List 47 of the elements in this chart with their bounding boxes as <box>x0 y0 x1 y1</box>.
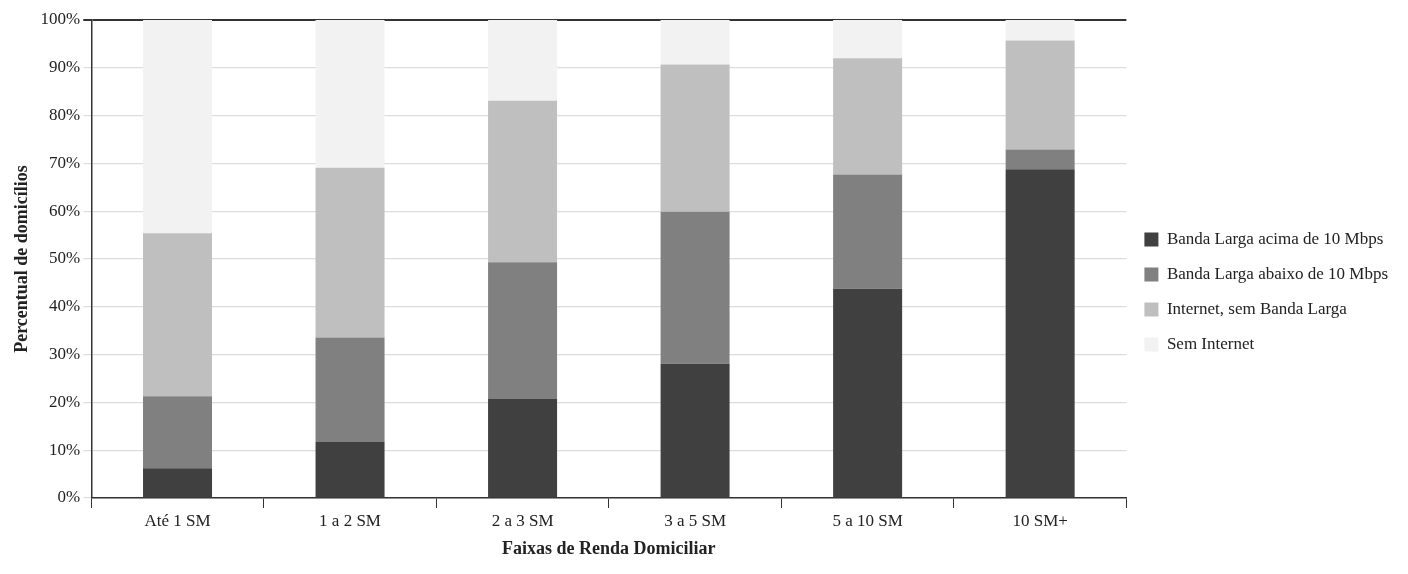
bar <box>1005 20 1075 41</box>
bar <box>488 20 558 101</box>
legend-label: Banda Larga abaixo de 10 Mbps <box>1166 263 1389 283</box>
x-axis-title: Faixas de Renda Domiciliar <box>502 537 716 558</box>
bar <box>1005 149 1075 170</box>
bar <box>488 100 558 263</box>
x-tick-label: 1 a 2 SM <box>319 510 381 530</box>
y-tick-label: 100% <box>40 9 81 29</box>
y-axis-title: Percentual de domicílios <box>11 165 32 353</box>
legend-label: Internet, sem Banda Larga <box>1166 298 1348 318</box>
x-tick-label: Até 1 SM <box>144 510 211 530</box>
y-tick-label: 60% <box>49 200 81 220</box>
bar <box>315 20 385 168</box>
legend-label: Banda Larga acima de 10 Mbps <box>1166 228 1384 248</box>
bar <box>488 399 558 498</box>
bar <box>143 468 213 498</box>
bar <box>660 363 730 498</box>
bar <box>1005 169 1075 498</box>
x-tick-label: 5 a 10 SM <box>832 510 903 530</box>
bar <box>833 58 903 175</box>
y-tick-label: 90% <box>49 57 81 77</box>
y-tick-label: 30% <box>49 344 81 364</box>
bar <box>315 441 385 498</box>
bar <box>660 20 730 65</box>
bar <box>143 396 213 469</box>
y-tick-label: 50% <box>49 248 81 268</box>
bar <box>833 20 903 59</box>
bar <box>660 211 730 364</box>
bar <box>660 64 730 212</box>
bar <box>1005 40 1075 150</box>
y-tick-label: 70% <box>49 152 81 172</box>
bar <box>143 20 213 234</box>
y-tick-label: 20% <box>49 391 81 411</box>
bar <box>315 167 385 338</box>
y-tick-label: 40% <box>49 296 81 316</box>
x-tick-label: 2 a 3 SM <box>491 510 554 530</box>
x-tick-label: 3 a 5 SM <box>664 510 727 530</box>
y-tick-label: 10% <box>49 439 81 459</box>
y-tick-label: 80% <box>49 105 81 125</box>
bar <box>315 337 385 442</box>
bar <box>143 233 213 397</box>
x-tick-label: 10 SM+ <box>1012 510 1068 530</box>
bar <box>833 288 903 498</box>
bar <box>488 262 558 400</box>
legend-label: Sem Internet <box>1166 333 1255 353</box>
bar <box>833 174 903 289</box>
y-tick-label: 0% <box>57 487 81 507</box>
